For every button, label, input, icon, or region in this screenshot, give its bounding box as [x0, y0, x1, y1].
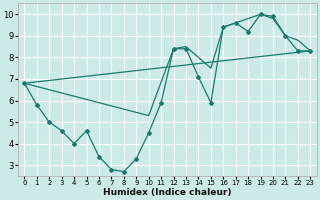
X-axis label: Humidex (Indice chaleur): Humidex (Indice chaleur)	[103, 188, 232, 197]
